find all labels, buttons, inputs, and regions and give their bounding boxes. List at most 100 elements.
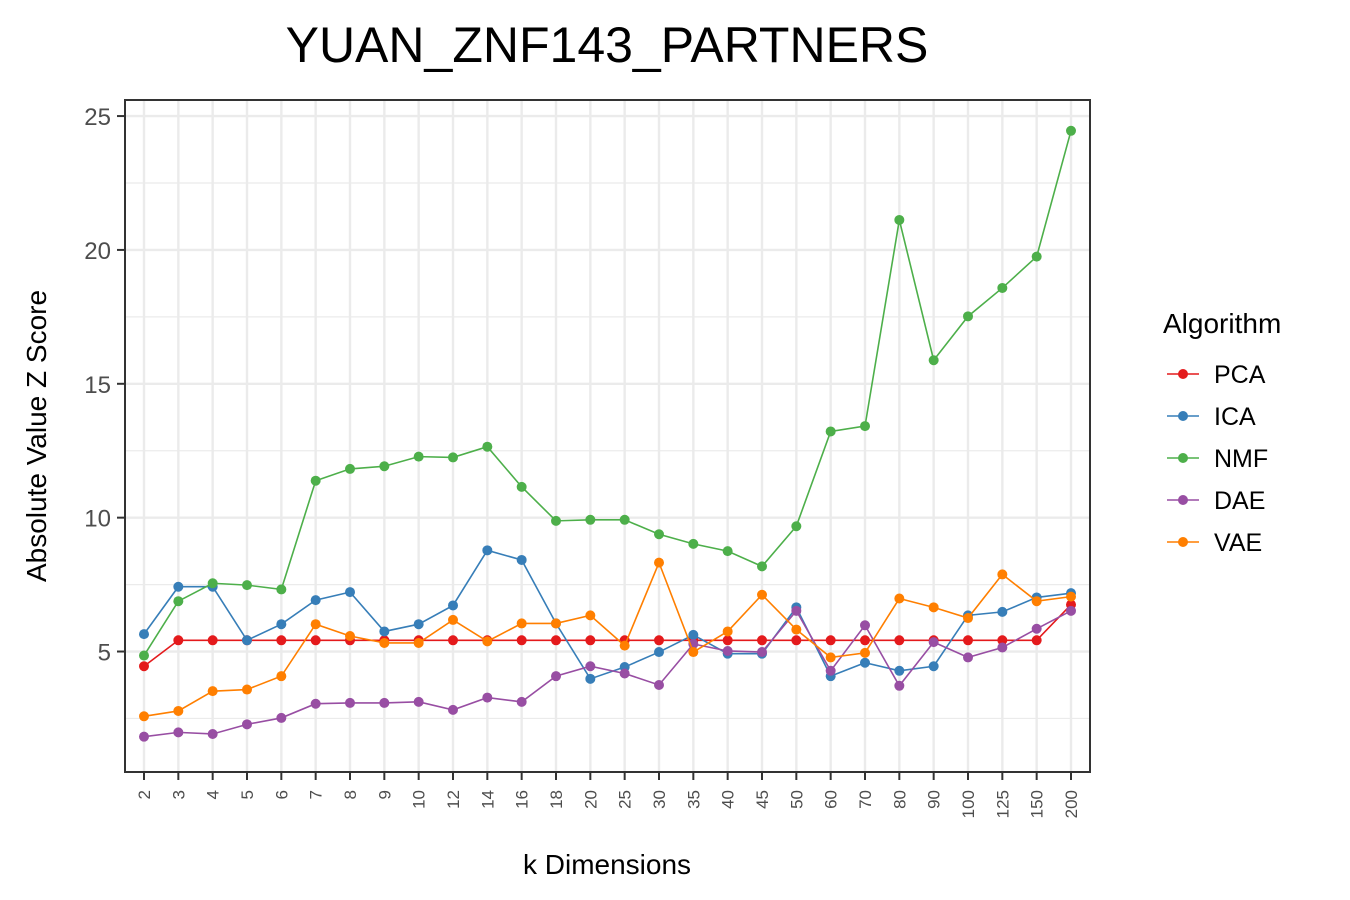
x-tick-label: 50: [787, 790, 806, 809]
x-tick-label: 14: [478, 790, 497, 809]
x-tick-label: 60: [822, 790, 841, 809]
x-tick-label: 20: [581, 790, 600, 809]
data-point-nmf: [894, 214, 905, 225]
data-point-nmf: [928, 355, 939, 366]
x-tick-label: 5: [238, 790, 257, 799]
data-point-pca: [791, 635, 802, 646]
data-point-vae: [1066, 591, 1076, 602]
x-tick-label: 90: [925, 790, 944, 809]
data-point-nmf: [963, 311, 973, 322]
data-point-nmf: [276, 584, 287, 595]
x-tick-label: 30: [650, 790, 669, 809]
data-point-dae: [379, 697, 390, 708]
x-tick-label: 70: [856, 790, 875, 809]
data-point-dae: [757, 647, 767, 658]
x-tick-label: 45: [753, 790, 772, 809]
data-point-pca: [585, 635, 596, 646]
data-point-nmf: [516, 481, 527, 492]
data-point-pca: [1031, 635, 1042, 646]
data-point-pca: [448, 635, 458, 646]
x-tick-label: 16: [513, 790, 532, 809]
data-point-pca: [654, 635, 664, 646]
y-tick-label: 10: [84, 506, 111, 533]
data-point-nmf: [310, 475, 321, 486]
data-point-ica: [139, 629, 149, 640]
data-point-vae: [585, 610, 596, 621]
data-point-vae: [448, 614, 458, 625]
data-point-vae: [516, 618, 527, 629]
legend-label-nmf: NMF: [1214, 445, 1268, 473]
x-tick-label: 125: [993, 790, 1012, 818]
data-point-vae: [345, 630, 355, 641]
data-point-nmf: [585, 514, 596, 525]
data-point-dae: [207, 728, 218, 739]
data-point-nmf: [1066, 125, 1076, 136]
x-tick-label: 18: [547, 790, 566, 809]
legend-label-vae: VAE: [1214, 529, 1262, 557]
data-point-ica: [894, 665, 905, 676]
chart-title: YUAN_ZNF143_PARTNERS: [286, 17, 929, 73]
data-point-dae: [997, 642, 1008, 653]
x-tick-label: 200: [1062, 790, 1081, 818]
legend-title: Algorithm: [1163, 308, 1281, 339]
x-tick-label: 25: [616, 790, 635, 809]
data-point-ica: [242, 635, 252, 646]
series-line-vae: [143, 560, 1072, 718]
data-point-pca: [757, 635, 767, 646]
data-point-nmf: [722, 546, 733, 557]
data-point-dae: [825, 665, 836, 676]
data-point-ica: [379, 626, 390, 637]
data-point-dae: [413, 696, 424, 707]
data-point-pca: [894, 635, 905, 646]
data-point-nmf: [1031, 251, 1042, 262]
data-point-nmf: [619, 514, 630, 525]
legend-key-point-vae: [1178, 537, 1188, 547]
data-point-pca: [516, 635, 527, 646]
data-point-vae: [894, 593, 905, 604]
data-point-nmf: [345, 463, 355, 474]
data-point-dae: [963, 652, 973, 663]
data-point-dae: [516, 696, 527, 707]
data-point-dae: [310, 698, 321, 709]
data-point-vae: [928, 602, 939, 613]
data-point-dae: [276, 712, 287, 723]
data-point-ica: [860, 657, 870, 668]
data-point-ica: [173, 581, 184, 592]
data-point-pca: [963, 635, 973, 646]
data-point-nmf: [482, 441, 493, 452]
data-point-pca: [551, 635, 561, 646]
data-point-dae: [791, 605, 802, 616]
data-point-pca: [310, 635, 321, 646]
data-point-dae: [585, 661, 596, 672]
data-point-nmf: [139, 650, 149, 661]
x-tick-label: 9: [375, 790, 394, 799]
data-point-nmf: [757, 561, 767, 572]
x-tick-label: 100: [959, 790, 978, 818]
data-point-nmf: [242, 580, 252, 591]
data-point-vae: [139, 711, 149, 722]
data-point-vae: [413, 637, 424, 648]
legend-key-point-dae: [1178, 495, 1188, 505]
data-point-vae: [242, 684, 252, 695]
legend-key-point-ica: [1178, 411, 1188, 421]
panel-border: [124, 99, 1091, 773]
data-point-dae: [173, 727, 184, 738]
data-point-ica: [585, 673, 596, 684]
data-point-dae: [551, 671, 561, 682]
data-point-nmf: [413, 451, 424, 462]
data-point-ica: [928, 661, 939, 672]
data-point-ica: [448, 600, 458, 611]
data-point-ica: [516, 554, 527, 565]
legend: PCA ICA NMF DAE VAE: [1167, 361, 1268, 557]
data-point-ica: [482, 545, 493, 556]
data-point-pca: [997, 635, 1008, 646]
data-point-vae: [619, 640, 630, 651]
data-point-pca: [139, 661, 149, 672]
x-tick-label: 150: [1028, 790, 1047, 818]
data-point-nmf: [654, 529, 664, 540]
x-tick-label: 80: [890, 790, 909, 809]
data-point-pca: [825, 635, 836, 646]
x-tick-label: 2: [135, 790, 154, 799]
data-point-ica: [345, 587, 355, 598]
